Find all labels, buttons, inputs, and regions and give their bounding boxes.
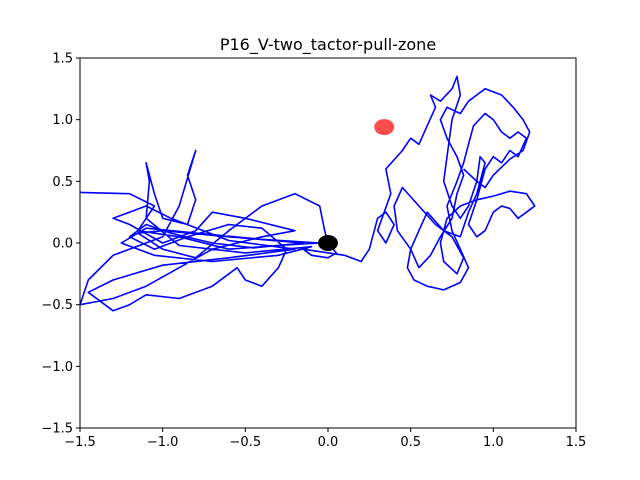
- x-tick-label: 1.5: [566, 435, 587, 450]
- y-tick-label: 1.0: [52, 113, 73, 128]
- x-tick-label: −1.0: [147, 435, 179, 450]
- chart-title: P16_V-two_tactor-pull-zone: [220, 35, 436, 55]
- y-tick-label: −1.0: [41, 360, 73, 375]
- y-tick-label: 0.5: [52, 175, 73, 190]
- plot-area: [80, 75, 536, 312]
- x-axis: −1.5 −1.0 −0.5 0.0 0.5 1.0 1.5: [64, 428, 586, 450]
- y-tick-label: 1.5: [52, 52, 73, 67]
- plot-clip-group: [80, 75, 536, 312]
- start-marker: [318, 235, 338, 251]
- target-marker: [374, 119, 395, 136]
- x-tick-label: 1.0: [483, 435, 504, 450]
- x-tick-label: 0.5: [400, 435, 421, 450]
- y-axis: −1.5 −1.0 −0.5 0.0 0.5 1.0 1.5: [41, 52, 80, 437]
- x-tick-label: 0.0: [318, 435, 339, 450]
- y-tick-label: 0.0: [52, 237, 73, 252]
- trajectory-series-line: [80, 75, 536, 312]
- x-tick-label: −1.5: [64, 435, 96, 450]
- y-tick-label: −1.5: [41, 422, 73, 437]
- y-tick-label: −0.5: [41, 298, 73, 313]
- x-tick-label: −0.5: [230, 435, 262, 450]
- plot-frame: [79, 57, 577, 429]
